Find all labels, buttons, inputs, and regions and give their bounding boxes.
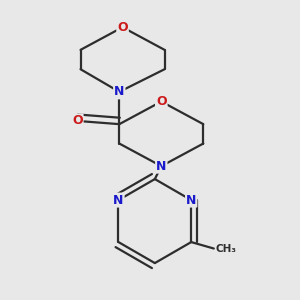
Text: N: N (156, 160, 166, 173)
Text: O: O (156, 95, 166, 108)
Text: O: O (117, 21, 128, 34)
Text: N: N (186, 194, 196, 207)
Text: N: N (114, 85, 124, 98)
Text: N: N (113, 194, 124, 207)
Text: CH₃: CH₃ (215, 244, 236, 254)
Text: O: O (72, 114, 83, 128)
